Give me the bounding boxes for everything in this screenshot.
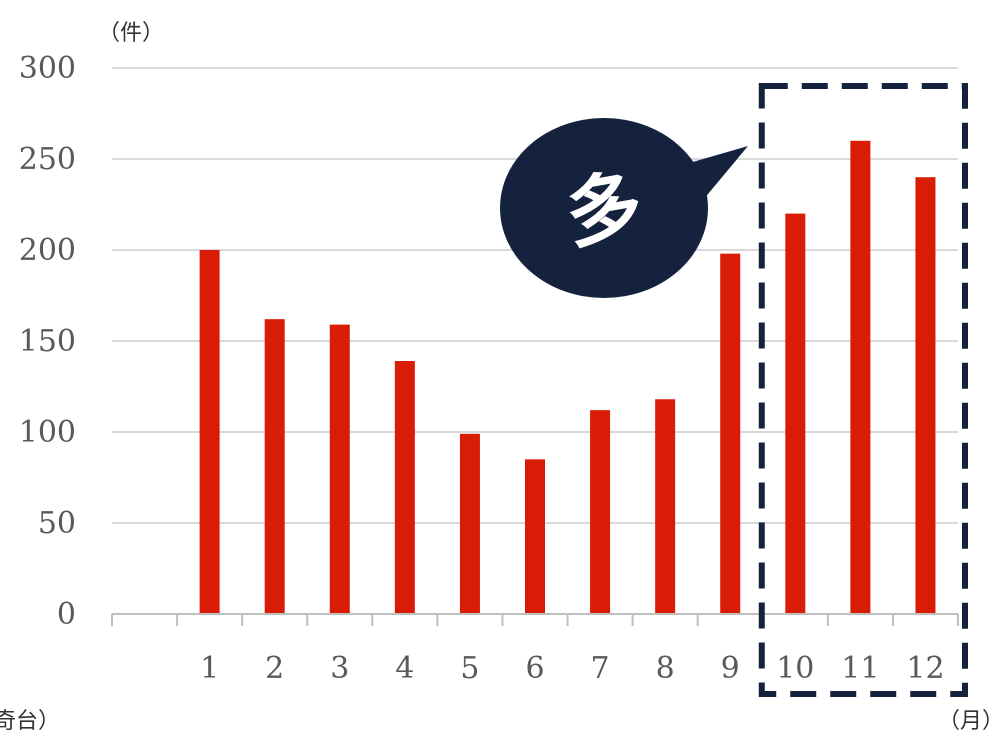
y-tick-label: 200 xyxy=(19,233,76,268)
bar-3 xyxy=(329,324,350,614)
x-axis-ticks: 1 2 3 4 5 6 7 8 9 10 11 12 xyxy=(200,651,944,686)
x-tick-label: 10 xyxy=(776,651,814,686)
x-unit-label: （月） xyxy=(938,709,998,732)
y-axis-ticks: 0 50 100 150 200 250 300 xyxy=(19,51,76,632)
bar-8 xyxy=(655,399,676,614)
x-tick-label: 4 xyxy=(395,651,414,686)
x-tick-label: 2 xyxy=(265,651,284,686)
x-tick-label: 6 xyxy=(525,651,544,686)
bar-10 xyxy=(785,213,806,614)
y-tick-label: 250 xyxy=(19,142,76,177)
bar-7 xyxy=(590,410,611,614)
x-tick-label: 1 xyxy=(200,651,219,686)
x-axis xyxy=(111,613,959,626)
x-tick-label: 9 xyxy=(721,651,740,686)
left-edge-fragment: 奇台） xyxy=(0,709,60,732)
y-tick-label: 50 xyxy=(38,506,76,541)
bar-12 xyxy=(915,177,936,614)
bar-6 xyxy=(525,459,545,614)
speech-bubble: 多 xyxy=(500,118,748,298)
gridlines xyxy=(112,67,958,524)
y-tick-label: 150 xyxy=(19,324,76,359)
speech-bubble-body xyxy=(500,118,708,298)
bar-4 xyxy=(394,361,415,614)
y-unit-label: （件） xyxy=(98,21,164,46)
x-tick-label: 12 xyxy=(906,651,944,686)
bar-11 xyxy=(850,140,871,615)
speech-bubble-label: 多 xyxy=(559,159,649,260)
highlight-group: 多 xyxy=(500,83,968,697)
highlight-dashed-box xyxy=(758,83,968,697)
x-tick-label: 11 xyxy=(841,651,879,686)
y-tick-label: 300 xyxy=(19,51,76,86)
bars xyxy=(199,140,936,615)
x-tick-label: 5 xyxy=(460,651,479,686)
bar-2 xyxy=(264,319,285,614)
y-tick-label: 0 xyxy=(57,597,76,632)
y-tick-label: 100 xyxy=(19,415,76,450)
bar-5 xyxy=(459,433,480,614)
x-tick-label: 8 xyxy=(656,651,675,686)
bar-1 xyxy=(199,250,220,614)
x-tick-label: 7 xyxy=(591,651,610,686)
bar-9 xyxy=(720,253,741,614)
x-tick-label: 3 xyxy=(330,651,349,686)
